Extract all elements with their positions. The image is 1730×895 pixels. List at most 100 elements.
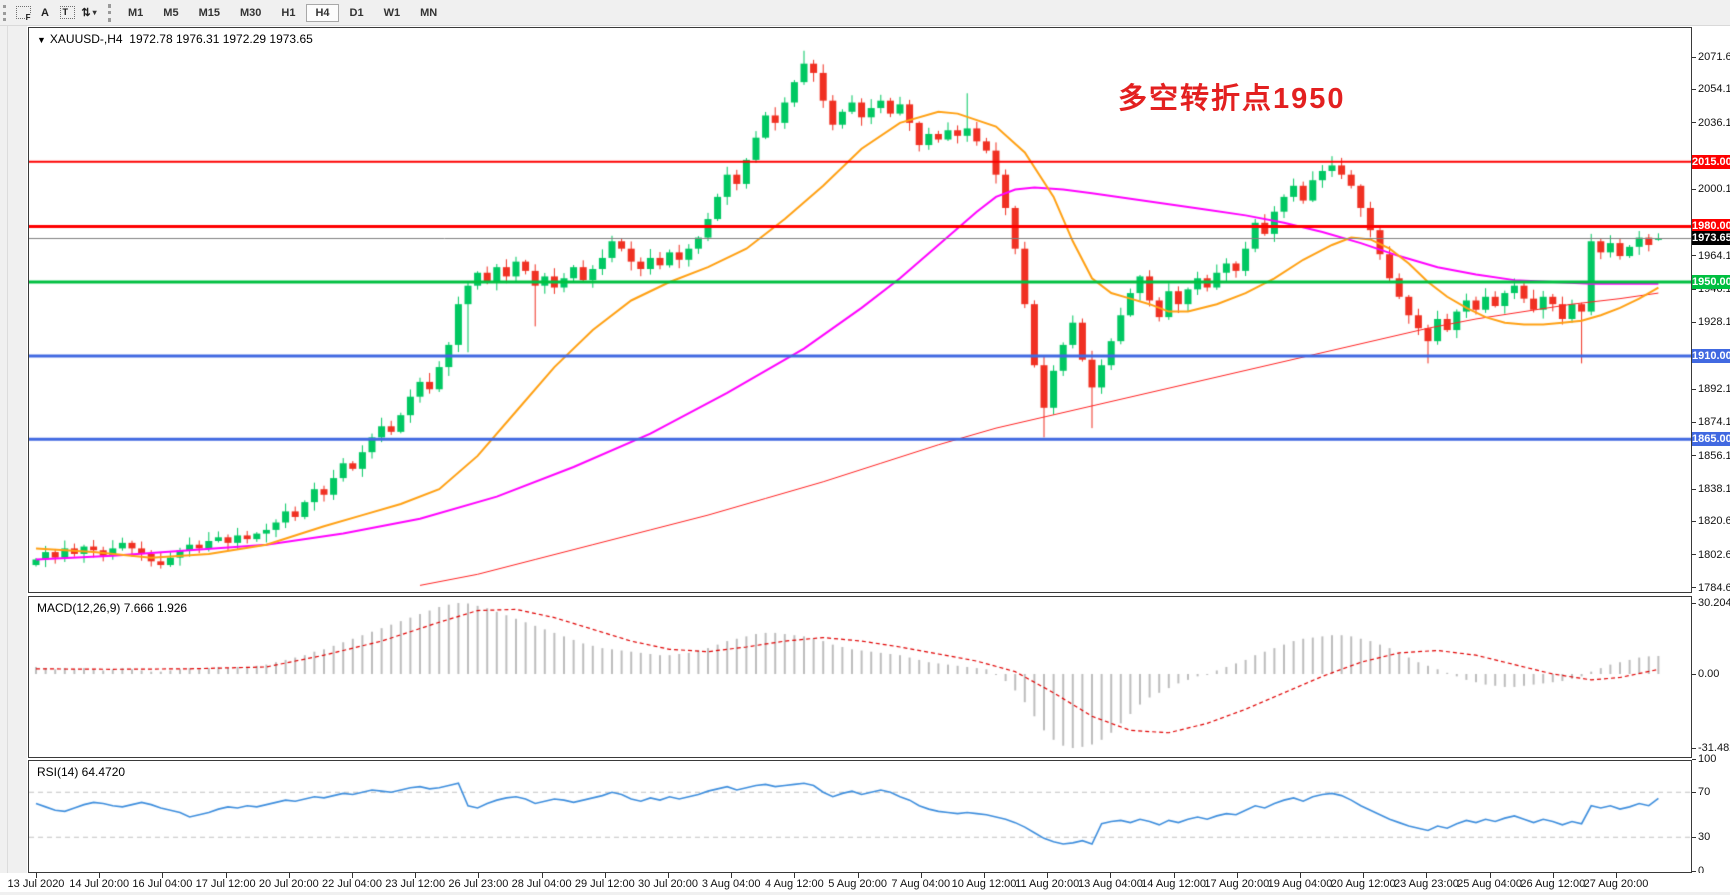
- time-axis-label: 14 Jul 20:00: [69, 878, 130, 890]
- dropdown-arrow-icon: ▾: [92, 8, 97, 17]
- text-object-icon[interactable]: T: [56, 3, 78, 23]
- macd-title: MACD(12,26,9) 7.666 1.926: [37, 601, 188, 615]
- macd-pane[interactable]: MACD(12,26,9) 7.666 1.926: [28, 596, 1692, 758]
- time-tick-mark: [857, 873, 859, 878]
- rsi-tick-mark: [1692, 837, 1696, 839]
- time-tick-mark: [36, 873, 37, 878]
- timeframe-button-M1[interactable]: M1: [119, 4, 152, 22]
- level-badge-1910.00: 1910.00: [1692, 348, 1730, 363]
- time-tick-mark: [604, 873, 606, 878]
- time-axis-label: 19 Aug 04:00: [1267, 878, 1333, 890]
- text-t-box-icon: T: [59, 6, 75, 19]
- timeframe-button-M15[interactable]: M15: [190, 4, 229, 22]
- price-tick-mark: [1692, 455, 1696, 457]
- timeframe-button-D1[interactable]: D1: [341, 4, 373, 22]
- time-tick-mark: [162, 873, 164, 878]
- time-axis-label: 5 Aug 20:00: [828, 878, 887, 890]
- arrows-tool-button[interactable]: ⇅ ▾: [78, 3, 100, 23]
- timeframe-button-W1[interactable]: W1: [375, 4, 410, 22]
- time-tick-mark: [1236, 873, 1238, 878]
- dotted-grid-icon: F: [15, 6, 31, 22]
- window-bottom-edge: [0, 892, 1730, 895]
- toolbar-drag-handle[interactable]: [3, 4, 8, 21]
- price-tick-label: 1856.10: [1698, 449, 1730, 462]
- time-axis-label: 26 Jul 23:00: [448, 878, 509, 890]
- rsi-title: RSI(14) 64.4720: [37, 765, 126, 779]
- price-tick-mark: [1692, 488, 1696, 490]
- annotation-text: 多空转折点1950: [1118, 83, 1346, 115]
- time-axis-label: 27 Aug 20:00: [1583, 878, 1649, 890]
- time-axis-label: 26 Aug 12:00: [1520, 878, 1586, 890]
- grid-f-label: F: [25, 13, 31, 22]
- rsi-tick-mark: [1692, 758, 1696, 760]
- macd-axis-label: 30.204: [1698, 597, 1730, 610]
- timeframe-button-M30[interactable]: M30: [231, 4, 270, 22]
- rsi-canvas[interactable]: [29, 761, 1691, 872]
- arrows-icon: ⇅: [81, 7, 91, 19]
- time-tick-mark: [352, 873, 353, 878]
- rsi-axis-label: 30: [1698, 831, 1711, 844]
- timeframe-button-H1[interactable]: H1: [272, 4, 304, 22]
- price-tick-label: 1964.10: [1698, 249, 1730, 262]
- time-tick-mark: [415, 873, 417, 878]
- timeframe-button-MN[interactable]: MN: [411, 4, 446, 22]
- price-tick-label: 1892.10: [1698, 383, 1730, 396]
- toolbar-separator[interactable]: [108, 3, 112, 22]
- timeframe-button-H4[interactable]: H4: [306, 3, 339, 22]
- time-tick-mark: [920, 873, 922, 878]
- price-tick-label: 1874.10: [1698, 416, 1730, 429]
- time-tick-mark: [1426, 873, 1428, 878]
- time-axis-label: 17 Aug 20:00: [1204, 878, 1270, 890]
- bid-price-badge: 1973.65: [1692, 231, 1730, 246]
- price-tick-mark: [1692, 188, 1696, 190]
- time-tick-mark: [794, 873, 796, 878]
- time-axis-label: 16 Jul 04:00: [132, 878, 193, 890]
- toolbar: F A T ⇅ ▾ M1 M5 M15 M30 H1 H4 D1 W1 MN: [0, 0, 1730, 26]
- time-tick-mark: [1300, 873, 1301, 878]
- rsi-tick-mark: [1692, 871, 1696, 872]
- price-tick-mark: [1692, 388, 1696, 390]
- price-axis[interactable]: 2071.602054.102036.102000.101964.101946.…: [1692, 26, 1730, 877]
- macd-tick-mark: [1692, 747, 1696, 749]
- time-axis-label: 22 Jul 04:00: [322, 878, 382, 890]
- rsi-axis-label: 70: [1698, 786, 1711, 799]
- time-tick-mark: [99, 873, 101, 878]
- price-tick-mark: [1692, 88, 1696, 90]
- time-tick-mark: [984, 873, 985, 878]
- price-chart-pane[interactable]: ▼ XAUUSD-,H4 1972.78 1976.31 1972.29 1973…: [28, 27, 1692, 593]
- rsi-axis-label: 100: [1698, 752, 1717, 765]
- timeframe-button-M5[interactable]: M5: [154, 4, 187, 22]
- price-tick-label: 2036.10: [1698, 116, 1730, 129]
- price-tick-mark: [1692, 122, 1696, 124]
- time-tick-mark: [1363, 873, 1365, 878]
- time-axis-label: 30 Jul 20:00: [638, 878, 698, 890]
- time-axis-label: 17 Jul 12:00: [195, 878, 256, 890]
- symbol-dropdown-icon[interactable]: ▼: [37, 35, 46, 45]
- time-tick-mark: [288, 873, 290, 878]
- time-axis[interactable]: 13 Jul 2020 14 Jul 20:00 16 Jul 04:00 17 Ju…: [0, 873, 1730, 892]
- price-chart-canvas[interactable]: [29, 28, 1691, 592]
- rsi-axis-label: 0: [1698, 865, 1705, 877]
- price-tick-mark: [1692, 520, 1696, 522]
- grid-properties-icon[interactable]: F: [12, 3, 34, 23]
- time-axis-label: 13 Jul 2020: [7, 878, 65, 890]
- price-tick-label: 2071.60: [1698, 51, 1730, 63]
- time-tick-mark: [1110, 873, 1112, 878]
- price-tick-label: 1802.60: [1698, 548, 1730, 561]
- time-axis-label: 23 Aug 23:00: [1393, 878, 1459, 890]
- rsi-pane[interactable]: RSI(14) 64.4720: [28, 760, 1692, 873]
- time-tick-mark: [1047, 873, 1049, 878]
- time-tick-mark: [1552, 873, 1554, 878]
- time-axis-label: 29 Jul 12:00: [574, 878, 635, 890]
- price-tick-mark: [1692, 321, 1696, 323]
- price-tick-mark: [1692, 554, 1696, 556]
- price-tick-mark: [1692, 421, 1696, 423]
- label-a-icon[interactable]: A: [34, 3, 56, 23]
- level-badge-1950.00: 1950.00: [1692, 274, 1730, 289]
- chart-title: ▼ XAUUSD-,H4 1972.78 1976.31 1972.29 1973…: [37, 32, 313, 46]
- macd-tick-mark: [1692, 603, 1696, 605]
- macd-canvas[interactable]: [29, 597, 1691, 757]
- time-axis-label: 13 Aug 04:00: [1077, 878, 1143, 890]
- time-tick-mark: [478, 873, 480, 878]
